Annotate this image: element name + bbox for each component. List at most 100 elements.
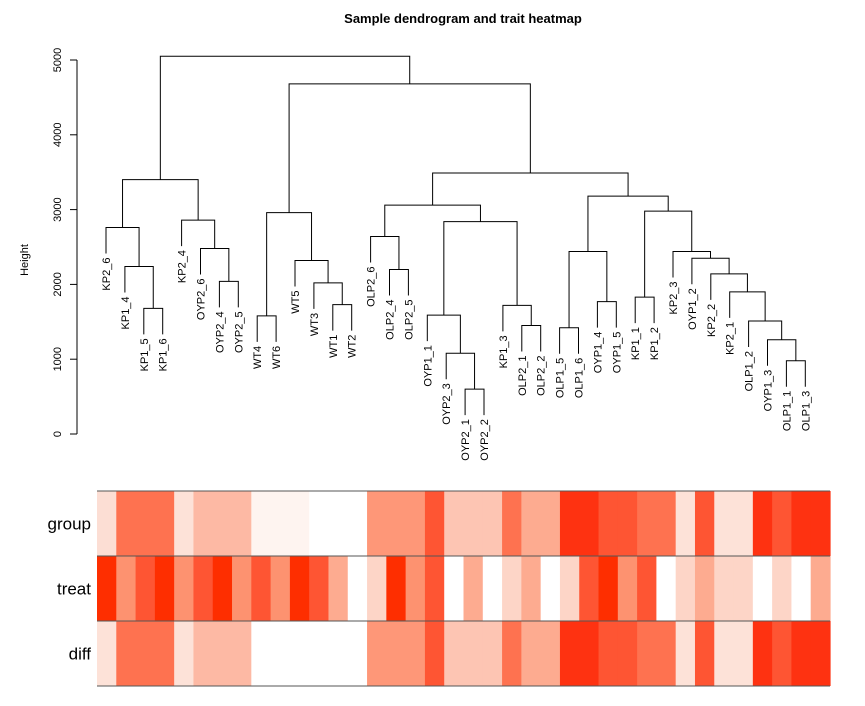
heatmap-cell-diff: [270, 621, 291, 686]
dendrogram: [105, 55, 806, 416]
heatmap-cell-group: [193, 491, 214, 556]
heatmap-cell-treat: [154, 556, 175, 621]
leaf-label: KP1_1: [630, 327, 642, 360]
heatmap-cell-group: [154, 491, 175, 556]
heatmap-cell-diff: [347, 621, 368, 686]
heatmap-cell-diff: [502, 621, 522, 686]
heatmap-cell-treat: [559, 556, 580, 621]
heatmap-cell-diff: [694, 621, 715, 686]
heatmap-cell-treat: [540, 556, 561, 621]
heatmap-cell-group: [521, 491, 542, 556]
leaf-label: KP1_4: [120, 296, 132, 329]
trait-label-diff: diff: [69, 645, 92, 664]
heatmap-cell-diff: [135, 621, 156, 686]
heatmap-cell-diff: [637, 621, 657, 686]
heatmap-cell-group: [270, 491, 291, 556]
heatmap-cell-diff: [424, 621, 445, 686]
heatmap-cell-group: [444, 491, 465, 556]
leaf-label: OYP1_4: [592, 332, 604, 374]
heatmap-cell-diff: [540, 621, 561, 686]
heatmap-cell-treat: [714, 556, 735, 621]
dendrogram-merge-9: [332, 304, 353, 331]
leaf-label: OLP2_4: [385, 299, 397, 339]
heatmap-cell-group: [328, 491, 349, 556]
heatmap-cell-group: [97, 491, 117, 556]
leaf-label: KP2_4: [177, 250, 189, 283]
dendrogram-merge-23: [596, 301, 617, 328]
heatmap-cell-treat: [463, 556, 484, 621]
heatmap-cell-diff: [656, 621, 677, 686]
heatmap-cell-group: [675, 491, 696, 556]
heatmap-cell-group: [637, 491, 657, 556]
y-tick-label: 4000: [52, 123, 64, 147]
heatmap-cell-treat: [502, 556, 522, 621]
leaf-label: WT1: [328, 335, 340, 358]
heatmap-cell-group: [772, 491, 793, 556]
heatmap-cell-treat: [386, 556, 407, 621]
dendrogram-merge-19: [502, 304, 532, 332]
dendrogram-merge-20: [443, 221, 518, 316]
heatmap-cell-diff: [714, 621, 735, 686]
leaf-label: WT4: [252, 346, 264, 369]
heatmap-cell-treat: [289, 556, 310, 621]
leaf-label: OLP2_6: [366, 267, 378, 307]
leaf-label: OLP1_1: [781, 391, 793, 431]
heatmap-cell-treat: [424, 556, 445, 621]
leaf-label: OLP1_2: [744, 351, 756, 391]
heatmap-cell-diff: [482, 621, 503, 686]
heatmap-cell-diff: [791, 621, 812, 686]
heatmap-cell-treat: [251, 556, 272, 621]
leaf-label: WT5: [290, 290, 302, 313]
y-axis-title: Height: [19, 244, 31, 276]
heatmap-cell-treat: [270, 556, 291, 621]
y-tick-label: 3000: [52, 197, 64, 221]
heatmap-cell-diff: [193, 621, 214, 686]
heatmap-cell-group: [617, 491, 638, 556]
leaf-label: OLP1_3: [800, 391, 812, 431]
leaf-label: OYP1_2: [687, 288, 699, 330]
heatmap-cell-group: [386, 491, 407, 556]
heatmap-cell-group: [289, 491, 310, 556]
leaf-label: WT6: [271, 346, 283, 369]
dendrogram-merge-1: [143, 307, 164, 335]
dendrogram-merge-30: [710, 273, 748, 300]
dendrogram-merge-21: [384, 204, 481, 237]
dendrogram-merge-18: [521, 325, 542, 352]
heatmap-cell-diff: [463, 621, 484, 686]
y-axis: 0 1000 2000 3000 4000 5000: [52, 48, 78, 437]
trait-labels: group treat diff: [48, 515, 92, 664]
leaf-label: KP2_2: [706, 304, 718, 337]
heatmap-cell-treat: [212, 556, 233, 621]
leaf-label: WT3: [309, 313, 321, 336]
heatmap-cell-group: [405, 491, 426, 556]
y-tick-label: 1000: [52, 347, 64, 371]
dendrogram-merge-6: [181, 219, 216, 249]
leaf-label: OYP2_2: [479, 419, 491, 461]
heatmap-cell-group: [733, 491, 754, 556]
leaf-label: KP1_5: [139, 338, 151, 371]
heatmap-cell-group: [212, 491, 233, 556]
heatmap-cell-treat: [733, 556, 754, 621]
heatmap-cell-treat: [193, 556, 214, 621]
heatmap-cell-treat: [444, 556, 465, 621]
heatmap-cell-diff: [212, 621, 233, 686]
heatmap-cell-group: [694, 491, 715, 556]
heatmap-cell-treat: [135, 556, 156, 621]
heatmap-cell-group: [540, 491, 561, 556]
heatmap-cell-diff: [328, 621, 349, 686]
leaf-label: KP1_3: [498, 335, 510, 368]
leaf-label: OYP1_5: [611, 332, 623, 374]
leaf-label: OYP1_3: [763, 370, 775, 412]
heatmap-cell-group: [309, 491, 330, 556]
heatmap-cell-diff: [733, 621, 754, 686]
heatmap-cell-group: [810, 491, 831, 556]
heatmap-cell-treat: [752, 556, 773, 621]
dendrogram-merge-15: [464, 388, 485, 416]
leaf-label: OYP2_6: [196, 278, 208, 320]
leaf-label: KP2_1: [725, 322, 737, 355]
heatmap-cell-treat: [232, 556, 252, 621]
y-tick-label: 0: [52, 431, 64, 437]
heatmap-cell-group: [502, 491, 522, 556]
dendrogram-merge-25: [634, 296, 655, 324]
